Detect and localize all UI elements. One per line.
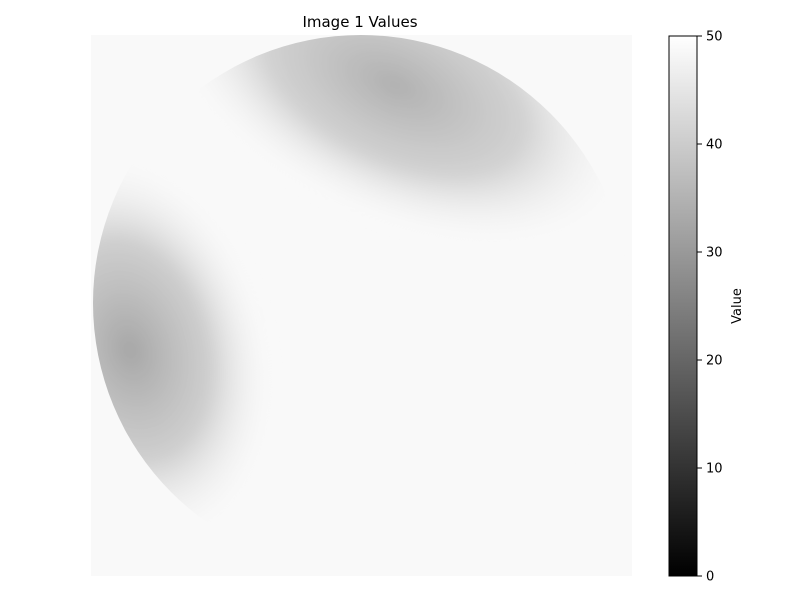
colorbar-tick-label: 10 [706, 462, 723, 477]
colorbar-frame [668, 35, 698, 577]
chart-title: Image 1 Values [302, 13, 417, 31]
colorbar-label: Value [730, 288, 745, 324]
colorbar-fill [669, 36, 697, 576]
colorbar-tick-label: 40 [706, 138, 723, 153]
colorbar-tick-label: 50 [706, 30, 723, 45]
heatmap-image [93, 35, 629, 547]
heatmap-disk [93, 35, 629, 547]
colorbar: 0 10 20 30 40 50 Value [668, 30, 745, 585]
colorbar-tick-label: 30 [706, 246, 723, 261]
top-right-low-region [161, 35, 629, 247]
left-low-region [93, 153, 275, 547]
colorbar-ticks: 0 10 20 30 40 50 [697, 30, 723, 585]
colorbar-tick-label: 20 [706, 354, 723, 369]
colorbar-tick-label: 0 [706, 570, 714, 585]
